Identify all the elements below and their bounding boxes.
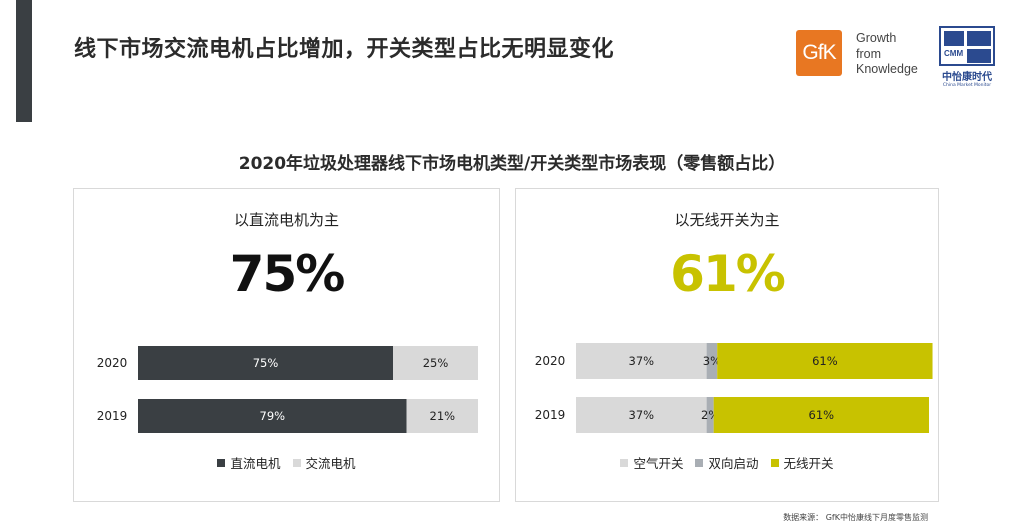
cmm-logo: CMM 中怡康时代 China Market Monitor	[939, 26, 995, 88]
panel-subtitle: 以无线开关为主	[674, 211, 780, 229]
cmm-logo-cn: 中怡康时代	[942, 72, 992, 83]
bar-segment	[706, 343, 718, 379]
bar-value-label: 61%	[809, 408, 835, 422]
chart-panel-switch: 以无线开关为主 61% 2020 37% 3% 61% 2019 37% 2% 61% 空气开…	[515, 188, 939, 502]
bar-segment	[706, 397, 714, 433]
legend-label: 空气开关	[633, 456, 684, 471]
bar-value-label: 75%	[253, 356, 279, 370]
chart-heading: 2020年垃圾处理器线下市场电机类型/开关类型市场表现（零售额占比）	[238, 154, 786, 174]
legend-label: 无线开关	[783, 456, 834, 471]
cmm-logo-abbr: CMM	[944, 49, 964, 58]
motor-type-chart: 2020 75% 25% 2019 79% 21%	[97, 346, 478, 433]
legend-label: 直流电机	[230, 456, 281, 471]
cmm-logo-mark: CMM	[939, 26, 995, 66]
gfk-slogan-line: Growth	[856, 31, 897, 45]
gfk-slogan-line: Knowledge	[856, 62, 918, 76]
bar-segment	[406, 399, 478, 433]
source-note: 数据来源： GfK中怡康线下月度零售监测	[783, 513, 928, 522]
legend-swatch	[292, 458, 301, 467]
legend-item: 无线开关	[770, 453, 834, 472]
headline-value: 61%	[670, 245, 786, 303]
category-label: 2019	[535, 408, 566, 422]
legend-label: 双向启动	[708, 456, 759, 471]
category-label: 2020	[535, 354, 566, 368]
headline-value: 75%	[229, 245, 346, 303]
switch-type-chart: 2020 37% 3% 61%2019 37% 2% 61%	[535, 343, 933, 433]
category-label: 2020	[97, 356, 128, 370]
legend-item: 交流电机	[292, 453, 356, 472]
legend-swatch	[770, 458, 779, 467]
bar-segment	[576, 343, 707, 379]
bar-value-label: 3%	[703, 354, 721, 368]
legend-swatch	[695, 458, 704, 467]
gfk-slogan-line: from	[856, 46, 881, 61]
bar-segment	[138, 346, 393, 380]
chart-legend: 直流电机 交流电机	[74, 453, 499, 472]
bar-value-label: 25%	[423, 356, 449, 370]
chart-panel-motor: 以直流电机为主 75% 2020 75% 25% 2019 79% 21% 直流电机 交流电…	[73, 188, 500, 502]
accent-bar	[16, 0, 32, 122]
legend-item: 直流电机	[217, 453, 281, 472]
bar-value-label: 21%	[430, 409, 456, 423]
legend-item: 空气开关	[620, 453, 683, 472]
panel-subtitle: 以直流电机为主	[233, 211, 339, 229]
legend-label: 交流电机	[305, 456, 356, 471]
legend-item: 双向启动	[695, 453, 759, 472]
bar-segment	[576, 397, 707, 433]
bar-value-label: 79%	[260, 409, 286, 423]
gfk-logo-text: GfK	[802, 41, 836, 64]
cmm-logo-en: China Market Monitor	[942, 83, 992, 88]
bar-value-label: 37%	[629, 408, 655, 422]
gfk-logo: GfK	[796, 30, 842, 76]
bar-value-label: 61%	[812, 354, 838, 368]
bar-segment	[717, 343, 933, 379]
bar-segment	[138, 399, 407, 433]
legend-swatch	[620, 458, 629, 467]
gfk-slogan: Growth from Knowledge	[856, 31, 918, 78]
category-label: 2019	[97, 409, 128, 423]
legend-swatch	[217, 458, 226, 467]
bar-value-label: 37%	[629, 354, 655, 368]
chart-legend: 空气开关 双向启动 无线开关	[516, 453, 938, 472]
bar-segment	[393, 346, 478, 380]
bar-segment	[713, 397, 929, 433]
slide-title: 线下市场交流电机占比增加，开关类型占比无明显变化	[74, 37, 615, 62]
